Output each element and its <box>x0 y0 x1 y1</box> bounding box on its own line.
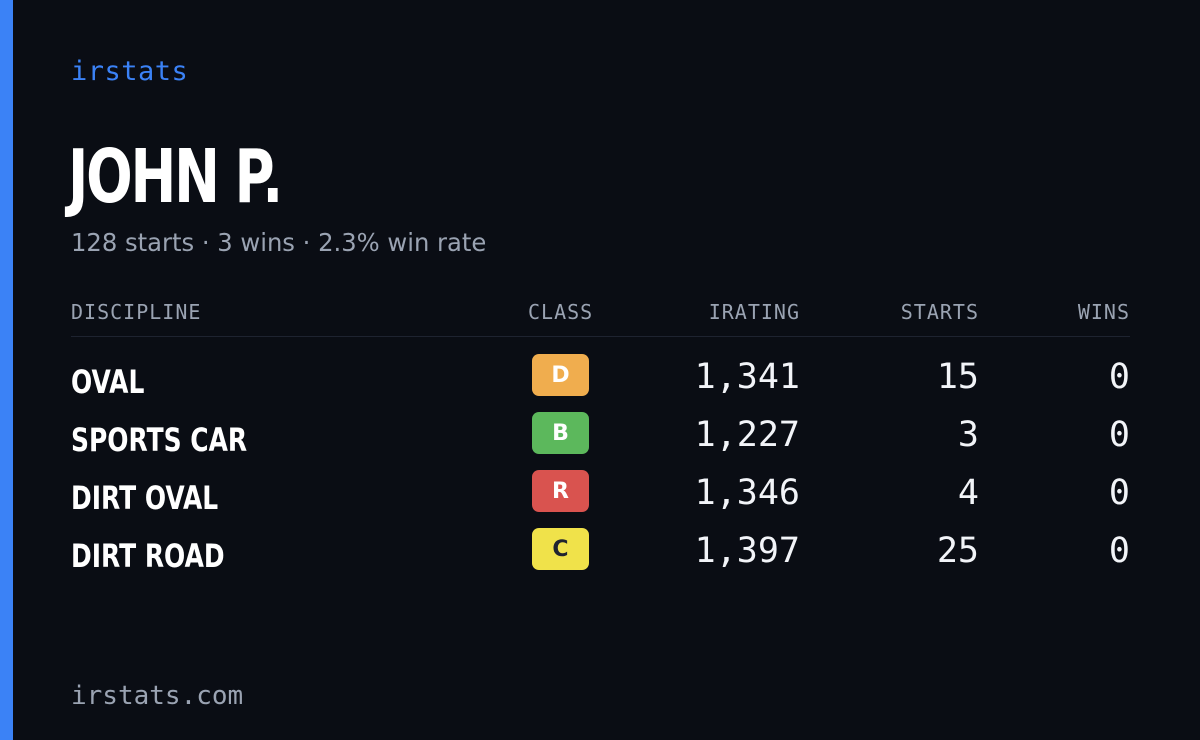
header-discipline: DISCIPLINE <box>71 300 202 324</box>
discipline-name: DIRT ROAD <box>71 537 225 575</box>
header-class: CLASS <box>528 300 594 324</box>
header-irating: IRATING <box>708 300 800 324</box>
driver-name: JOHN P. <box>68 134 283 220</box>
header-divider <box>71 336 1130 337</box>
table-header: DISCIPLINE CLASS IRATING STARTS WINS <box>71 300 1130 328</box>
discipline-table: OVAL D 1,341 15 0 SPORTS CAR B 1,227 3 0… <box>71 349 1130 581</box>
starts-value: 4 <box>957 473 979 513</box>
discipline-name: DIRT OVAL <box>71 479 219 517</box>
table-row: DIRT ROAD C 1,397 25 0 <box>71 523 1130 581</box>
starts-value: 15 <box>936 357 979 397</box>
header-wins: WINS <box>1077 300 1130 324</box>
accent-bar <box>0 0 13 740</box>
footer-url: irstats.com <box>71 681 244 711</box>
table-row: SPORTS CAR B 1,227 3 0 <box>71 407 1130 465</box>
irating-value: 1,227 <box>694 415 800 455</box>
wins-value: 0 <box>1108 531 1130 571</box>
irating-value: 1,397 <box>694 531 800 571</box>
class-badge: B <box>532 412 589 454</box>
irating-value: 1,346 <box>694 473 800 513</box>
discipline-name: SPORTS CAR <box>71 421 248 459</box>
starts-value: 3 <box>957 415 979 455</box>
wins-value: 0 <box>1108 473 1130 513</box>
header-starts: STARTS <box>900 300 979 324</box>
class-badge: R <box>532 470 589 512</box>
driver-summary: 128 starts · 3 wins · 2.3% win rate <box>71 228 487 257</box>
discipline-name: OVAL <box>71 363 145 401</box>
class-badge: C <box>532 528 589 570</box>
brand-logo-text: irstats <box>71 56 189 87</box>
wins-value: 0 <box>1108 415 1130 455</box>
table-row: OVAL D 1,341 15 0 <box>71 349 1130 407</box>
class-badge: D <box>532 354 589 396</box>
starts-value: 25 <box>936 531 979 571</box>
wins-value: 0 <box>1108 357 1130 397</box>
table-row: DIRT OVAL R 1,346 4 0 <box>71 465 1130 523</box>
irating-value: 1,341 <box>694 357 800 397</box>
